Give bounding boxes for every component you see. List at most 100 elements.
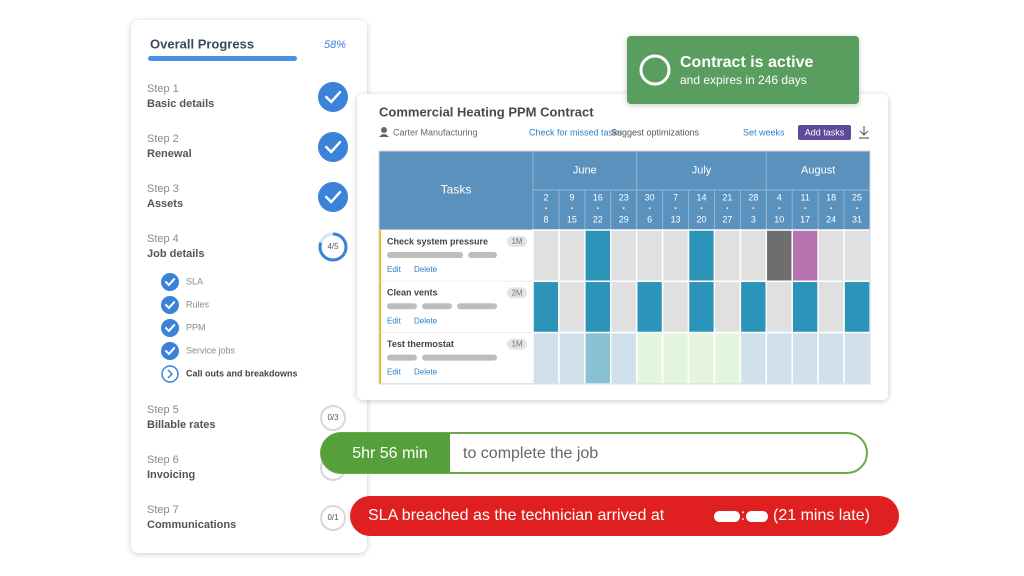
download-icon[interactable] — [859, 126, 869, 139]
check-icon — [325, 90, 342, 104]
week-start: 4 — [777, 192, 782, 202]
schedule-cell — [635, 280, 664, 334]
status-badge — [627, 36, 859, 104]
schedule-cell — [713, 331, 742, 385]
week-end: 6 — [647, 214, 652, 224]
add-tasks-button[interactable] — [798, 125, 851, 140]
substep-icon — [161, 342, 179, 360]
week-end: 20 — [696, 214, 706, 224]
schedule-cell — [558, 280, 586, 334]
step-name: Job details — [147, 248, 204, 260]
schedule-cell — [687, 331, 716, 385]
placeholder-bar — [468, 252, 497, 258]
step-name: Billable rates — [147, 419, 215, 431]
schedule-cell — [843, 229, 871, 283]
task-name: Test thermostat — [387, 339, 454, 349]
month-label: June — [573, 164, 597, 176]
progress-percent: 58% — [324, 39, 346, 51]
check-icon — [164, 301, 176, 310]
timer-duration: 5hr 56 min — [352, 445, 428, 462]
week-dash: • — [804, 207, 806, 213]
contract-title: Commercial Heating PPM Contract — [379, 104, 594, 119]
week-end: 17 — [800, 214, 810, 224]
schedule-cell — [558, 331, 586, 385]
card-action[interactable]: Check for missed tasks — [529, 127, 623, 137]
step-badge: 4/5 — [327, 242, 339, 251]
week-start: 23 — [619, 192, 629, 202]
step-name: Renewal — [147, 148, 192, 160]
schedule-cell — [532, 229, 560, 283]
schedule-cell — [558, 229, 586, 283]
schedule-cell — [739, 331, 768, 385]
schedule-cell — [610, 280, 638, 334]
week-end: 3 — [751, 214, 756, 224]
schedule-cell — [791, 331, 819, 385]
delete-link[interactable]: Delete — [414, 265, 438, 274]
schedule-cell — [843, 280, 871, 334]
check-icon — [164, 278, 176, 287]
substep-icon — [161, 296, 179, 314]
step-number: Step 7 — [147, 504, 179, 516]
week-dash: • — [778, 207, 780, 213]
schedule-cell — [584, 331, 612, 385]
tasks-header: Tasks — [441, 183, 472, 197]
schedule-cell — [532, 280, 560, 334]
schedule-cell — [661, 229, 690, 283]
placeholder-bar — [387, 303, 417, 310]
placeholder-bar — [387, 354, 417, 361]
week-dash: • — [726, 207, 728, 213]
task-frequency: 2M — [511, 288, 522, 297]
week-dash: • — [752, 207, 754, 213]
check-icon — [325, 140, 342, 154]
status-icon — [639, 54, 671, 86]
week-end: 29 — [619, 214, 629, 224]
schedule-cell — [817, 331, 845, 385]
placeholder-bar — [387, 252, 463, 258]
schedule-cell — [661, 280, 690, 334]
step-badge: 0/3 — [327, 413, 339, 422]
task-name: Check system pressure — [387, 236, 488, 246]
edit-link[interactable]: Edit — [387, 316, 402, 325]
substep-icon — [161, 319, 179, 337]
edit-link[interactable]: Edit — [387, 368, 402, 377]
edit-link[interactable]: Edit — [387, 265, 402, 274]
step-number: Step 5 — [147, 404, 179, 416]
card-action[interactable]: Set weeks — [743, 127, 785, 137]
month-label: July — [692, 164, 712, 176]
week-dash: • — [597, 207, 599, 213]
week-start: 14 — [696, 192, 706, 202]
sla-bar — [350, 496, 899, 536]
step-name: Communications — [147, 519, 236, 531]
step-done — [318, 132, 348, 162]
week-start: 25 — [852, 192, 862, 202]
add-tasks-label[interactable]: Add tasks — [805, 127, 845, 137]
card-action[interactable]: Suggest optimizations — [611, 127, 700, 137]
week-start: 11 — [801, 192, 810, 202]
substep-icon — [161, 273, 179, 291]
masked-time — [714, 511, 740, 522]
step-ring — [320, 405, 346, 431]
schedule-cell — [765, 331, 793, 385]
week-start: 28 — [748, 192, 758, 202]
progress-title: Overall Progress — [150, 36, 254, 51]
delete-link[interactable]: Delete — [414, 368, 438, 377]
schedule-cell — [843, 331, 871, 385]
schedule-cell — [765, 280, 793, 334]
task-accent — [379, 281, 381, 333]
delete-link[interactable]: Delete — [414, 316, 438, 325]
step-number: Step 3 — [147, 183, 179, 195]
week-end: 22 — [593, 214, 603, 224]
week-end: 8 — [543, 214, 548, 224]
task-frequency: 1M — [511, 237, 522, 246]
step-name: Invoicing — [147, 469, 195, 481]
week-start: 2 — [543, 192, 548, 202]
week-dash: • — [649, 207, 651, 213]
substep-name: PPM — [186, 322, 206, 332]
person-icon — [381, 127, 387, 133]
chevron-icon — [167, 369, 174, 379]
step-ring — [320, 505, 346, 531]
progress-bar — [148, 56, 297, 61]
placeholder-bar — [422, 303, 452, 310]
task-name: Clean vents — [387, 288, 438, 298]
status-title: Contract is active — [680, 54, 813, 71]
